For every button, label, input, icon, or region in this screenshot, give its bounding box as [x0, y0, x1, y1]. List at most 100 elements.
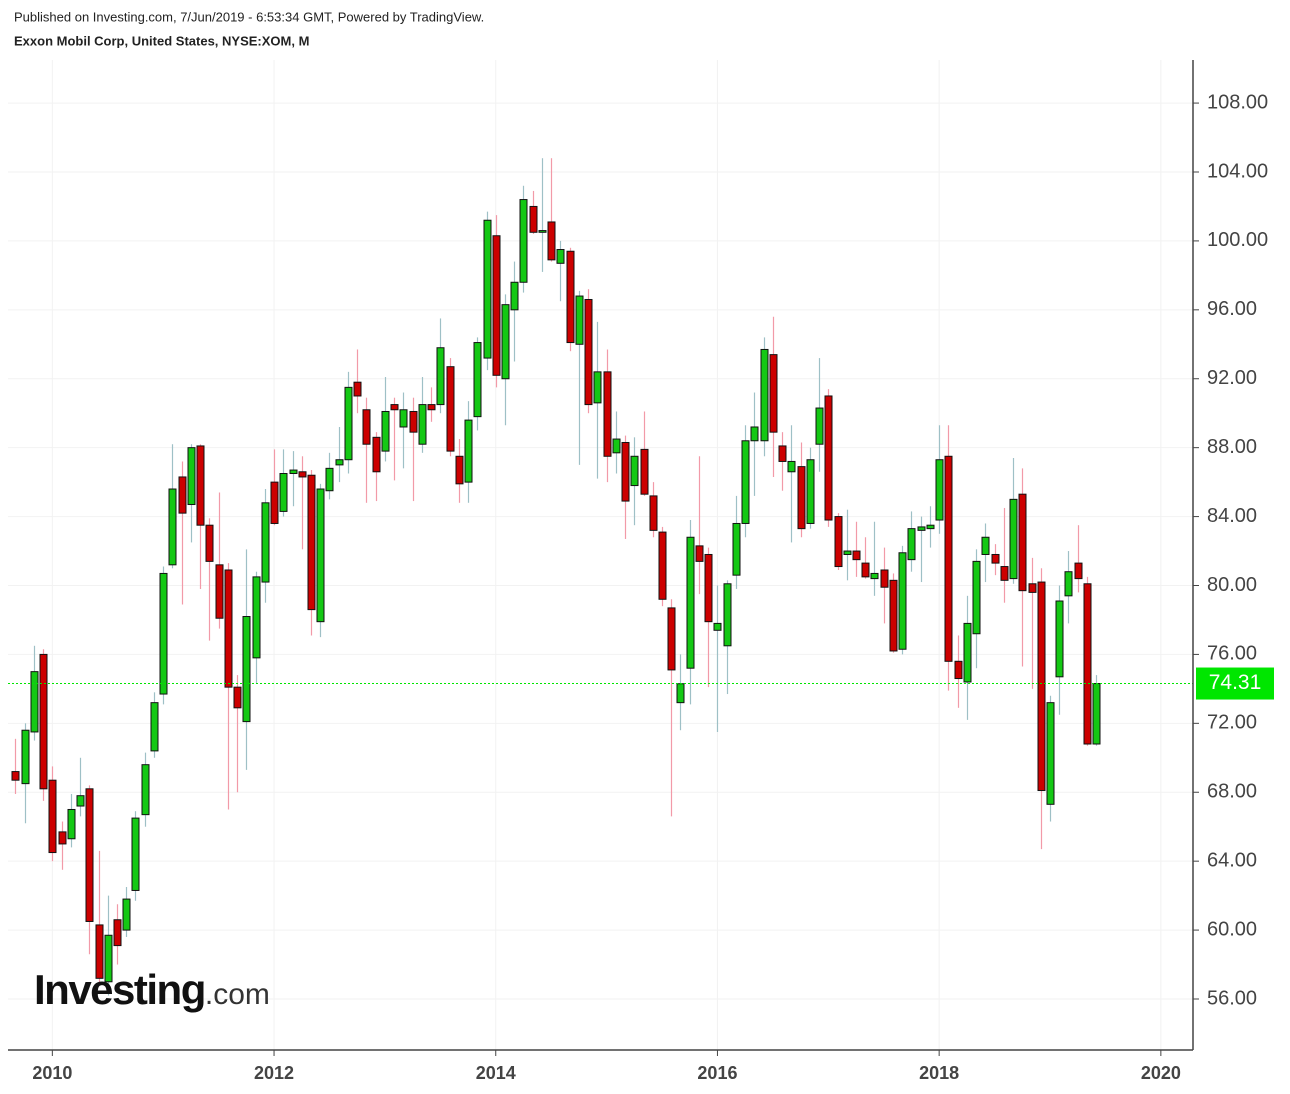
candle-body [797, 466, 806, 530]
candle-body [455, 455, 464, 485]
candle-body [399, 409, 408, 428]
last-price-label: 74.31 [1209, 671, 1262, 694]
candle-body [843, 550, 852, 555]
candle-body [279, 473, 288, 512]
candles [8, 158, 1193, 996]
candle-body [270, 481, 279, 524]
candle-body [889, 579, 898, 652]
candle-body [168, 488, 177, 566]
candle-body [48, 779, 57, 854]
candle-body [741, 440, 750, 524]
candle-body [1037, 581, 1046, 792]
candle-body [325, 467, 334, 492]
candle-body [898, 552, 907, 650]
y-tick-label: 84.00 [1207, 505, 1257, 527]
candle-body [381, 410, 390, 452]
candle-body [880, 569, 889, 588]
candle-body [104, 934, 113, 983]
x-tick-label: 2016 [697, 1063, 737, 1083]
candle-body [963, 622, 972, 683]
candle-body [538, 230, 547, 233]
candle-body [353, 381, 362, 397]
candle-body [630, 455, 639, 487]
candle-body [750, 426, 759, 442]
candle-body [566, 250, 575, 344]
published-line: Published on Investing.com, 7/Jun/2019 -… [14, 9, 484, 24]
y-tick-label: 88.00 [1207, 436, 1257, 458]
candle-body [991, 553, 1000, 564]
candle-body [547, 221, 556, 261]
candle-body [861, 562, 870, 578]
candle-body [935, 459, 944, 521]
candle-body [473, 342, 482, 418]
candle-body [834, 516, 843, 568]
candle-body [852, 550, 861, 561]
candle-body [95, 924, 104, 979]
candle-body [39, 653, 48, 790]
y-tick-label: 80.00 [1207, 574, 1257, 596]
watermark: Investing.com [34, 966, 270, 1013]
candle-body [131, 817, 140, 891]
candle-body [113, 919, 122, 947]
candle-body [11, 771, 20, 781]
candle-body [289, 469, 298, 475]
candle-body [815, 407, 824, 445]
candle-body [215, 564, 224, 619]
candle-body [464, 419, 473, 483]
candle-body [944, 455, 953, 662]
watermark-brand: Investing [34, 966, 205, 1013]
candle-body [529, 205, 538, 233]
candle-body [418, 404, 427, 445]
y-tick-label: 56.00 [1207, 987, 1257, 1009]
candle-body [436, 347, 445, 406]
candle-body [556, 249, 565, 264]
candle-body [205, 524, 214, 562]
candle-body [224, 569, 233, 688]
candle-body [178, 476, 187, 514]
candle-body [686, 536, 695, 669]
candle-body [1000, 566, 1009, 581]
candle-body [1018, 493, 1027, 592]
candle-body [344, 386, 353, 461]
candle-body [778, 445, 787, 462]
candle-body [150, 702, 159, 752]
candle-body [390, 404, 399, 411]
candle-body [612, 438, 621, 454]
candle-body [603, 371, 612, 457]
candle-body [824, 395, 833, 521]
y-tick-label: 100.00 [1207, 229, 1268, 251]
candle-body [76, 795, 85, 807]
candle-body [1055, 600, 1064, 678]
instrument-line: Exxon Mobil Corp, United States, NYSE:XO… [14, 33, 309, 48]
candle-body [621, 441, 630, 502]
candle-body [870, 572, 879, 580]
candle-body [335, 459, 344, 466]
watermark-suffix: .com [205, 978, 270, 1011]
candle-body [501, 304, 510, 380]
candle-body [233, 686, 242, 709]
candle-body [252, 576, 261, 659]
axes: 56.00 60.00 64.00 68.00 72.00 76.00 80.00 84.00… [32, 91, 1274, 1083]
candle-body [67, 808, 76, 840]
candle-body [695, 545, 704, 562]
candle-body [21, 729, 30, 785]
candle-body [1083, 583, 1092, 745]
candle-body [575, 295, 584, 345]
candle-body [1009, 498, 1018, 580]
candle-body [483, 219, 492, 359]
candle-body [917, 526, 926, 531]
x-tick-label: 2018 [919, 1063, 959, 1083]
candle-body [593, 371, 602, 404]
candle-body [926, 524, 935, 530]
candle-body [806, 459, 815, 524]
x-tick-label: 2010 [32, 1063, 72, 1083]
x-tick-label: 2012 [254, 1063, 294, 1083]
y-tick-label: 64.00 [1207, 849, 1257, 871]
candle-body [584, 298, 593, 406]
candle-body [261, 502, 270, 583]
candle-body [30, 671, 39, 733]
candle-body [1028, 583, 1037, 593]
candle-body [298, 471, 307, 478]
x-tick-label: 2020 [1141, 1063, 1181, 1083]
